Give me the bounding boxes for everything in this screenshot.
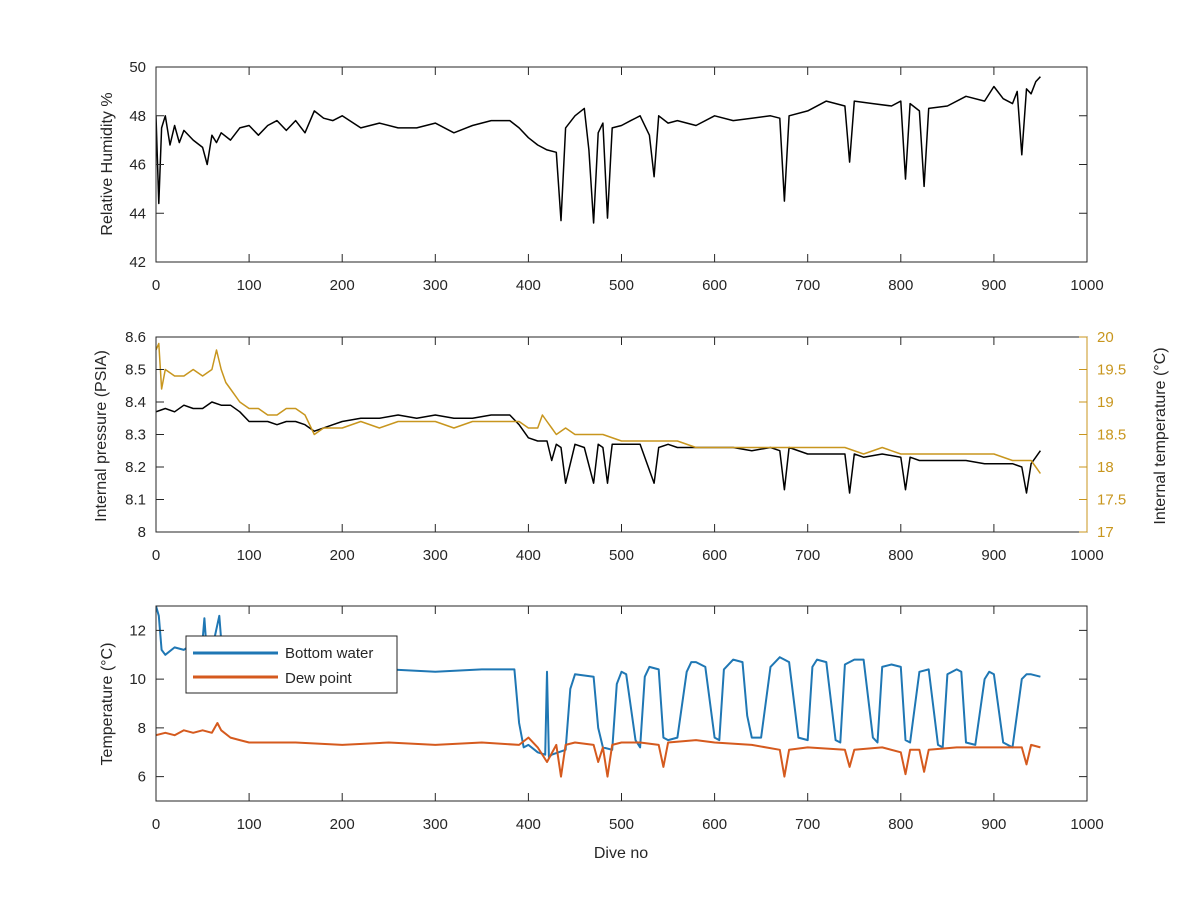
y-tick-label: 8.6: [125, 329, 146, 346]
y2-tick-label: 18: [1097, 459, 1114, 476]
x-tick-label: 400: [516, 277, 541, 294]
pressure-lines: [156, 342, 1042, 494]
x-tick-label: 0: [152, 816, 160, 833]
y-tick-label: 8: [138, 720, 146, 737]
pressure-y-axis-label: Internal pressure (PSIA): [93, 350, 110, 522]
temperature-y-axis-label: Temperature (°C): [99, 643, 116, 766]
x-tick-label: 100: [237, 816, 262, 833]
y-tick-label: 6: [138, 769, 146, 786]
y-tick-label: 44: [129, 205, 146, 222]
pressure-series-1-line: [156, 342, 1042, 474]
humidity-series-0-line: [156, 76, 1041, 224]
x-tick-label: 400: [516, 547, 541, 564]
legend-label-dew-point: Dew point: [285, 670, 353, 687]
x-tick-label: 500: [609, 547, 634, 564]
x-tick-label: 100: [237, 277, 262, 294]
temperature-panel: 0 100 200 300 400 500 600 700 800 900 1000 6 8 10 12 T…: [99, 605, 1104, 862]
y-tick-label: 8.1: [125, 492, 146, 509]
x-tick-label: 800: [888, 816, 913, 833]
x-tick-label: 300: [423, 816, 448, 833]
internal-temperature-y-axis-label: Internal temperature (°C): [1152, 347, 1169, 524]
y-tick-label: 10: [129, 671, 146, 688]
x-tick-label: 900: [981, 547, 1006, 564]
x-tick-label: 500: [609, 277, 634, 294]
y2-tick-label: 19: [1097, 394, 1114, 411]
legend: Bottom water Dew point: [185, 635, 398, 694]
x-tick-label: 600: [702, 547, 727, 564]
x-tick-label: 600: [702, 816, 727, 833]
x-tick-label: 100: [237, 547, 262, 564]
y-tick-label: 42: [129, 254, 146, 271]
temperature-ticks: 0 100 200 300 400 500 600 700 800 900 1000 6 8 10 12: [129, 606, 1104, 833]
y2-tick-label: 20: [1097, 329, 1114, 346]
x-tick-label: 800: [888, 547, 913, 564]
x-tick-label: 200: [330, 816, 355, 833]
x-tick-label: 300: [423, 547, 448, 564]
legend-box: [185, 635, 398, 694]
y-tick-label: 8.5: [125, 362, 146, 379]
y-tick-label: 48: [129, 108, 146, 125]
y-tick-label: 46: [129, 157, 146, 174]
y-tick-label: 8.2: [125, 459, 146, 476]
x-tick-label: 200: [330, 547, 355, 564]
x-tick-label: 1000: [1070, 547, 1103, 564]
x-tick-label: 0: [152, 277, 160, 294]
x-tick-label: 0: [152, 547, 160, 564]
pressure-series-0-line: [156, 401, 1042, 494]
x-tick-label: 500: [609, 816, 634, 833]
x-tick-label: 700: [795, 277, 820, 294]
x-tick-label: 300: [423, 277, 448, 294]
x-tick-label: 900: [981, 277, 1006, 294]
x-tick-label: 800: [888, 277, 913, 294]
dew-point-line: [156, 722, 1041, 778]
humidity-lines: [156, 76, 1041, 224]
x-tick-label: 1000: [1070, 277, 1103, 294]
pressure-panel: 0 100 200 300 400 500 600 700 800 900 1000 8 8.1 8.2 8…: [93, 329, 1169, 564]
pressure-ticks: 0 100 200 300 400 500 600 700 800 900 1000 8 8.1 8.2 8…: [125, 329, 1126, 564]
x-axis-label: Dive no: [594, 845, 648, 862]
humidity-ticks: 0 100 200 300 400 500 600 700 800 900 1000 42 44 46 48…: [129, 59, 1103, 294]
x-tick-label: 700: [795, 547, 820, 564]
y-tick-label: 12: [129, 622, 146, 639]
humidity-panel: 0 100 200 300 400 500 600 700 800 900 1000 42 44 46 48…: [99, 59, 1104, 294]
y2-tick-label: 17.5: [1097, 492, 1126, 509]
x-tick-label: 200: [330, 277, 355, 294]
y2-tick-label: 18.5: [1097, 427, 1126, 444]
humidity-y-axis-label: Relative Humidity %: [99, 92, 116, 235]
y-tick-label: 50: [129, 59, 146, 76]
x-tick-label: 700: [795, 816, 820, 833]
x-tick-label: 400: [516, 816, 541, 833]
y2-tick-label: 19.5: [1097, 362, 1126, 379]
y-tick-label: 8.4: [125, 394, 146, 411]
legend-label-bottom-water: Bottom water: [285, 645, 373, 662]
x-tick-label: 1000: [1070, 816, 1103, 833]
x-tick-label: 900: [981, 816, 1006, 833]
y-tick-label: 8.3: [125, 427, 146, 444]
y-tick-label: 8: [138, 524, 146, 541]
y2-tick-label: 17: [1097, 524, 1114, 541]
x-tick-label: 600: [702, 277, 727, 294]
